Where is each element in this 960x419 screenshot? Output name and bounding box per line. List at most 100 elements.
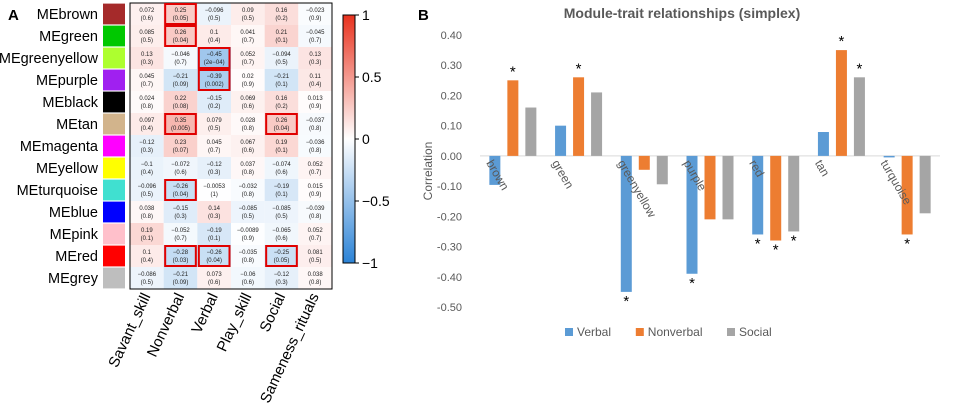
significance-star: * <box>904 235 910 252</box>
module-swatch <box>103 113 125 135</box>
bar-verbal-purple <box>686 155 698 274</box>
cell-pvalue: (0.04) <box>206 258 222 264</box>
cell-correlation: 0.35 <box>175 118 187 124</box>
cell-correlation: −0.25 <box>274 250 290 256</box>
cell-correlation: 0.052 <box>240 52 256 58</box>
significance-box <box>197 69 231 91</box>
significance-star: * <box>576 60 582 77</box>
module-label: MEtan <box>56 117 98 133</box>
significance-box <box>164 3 197 25</box>
panel-b-bar-chart: B Module-trait relationships (simplex) C… <box>418 5 940 339</box>
category-label: red <box>746 157 767 179</box>
cell-correlation: 0.097 <box>139 118 155 124</box>
cell-pvalue: (0.7) <box>174 60 186 66</box>
panel-a-label: A <box>8 7 19 24</box>
cell-pvalue: (0.5) <box>141 192 153 198</box>
heatmap-cell <box>298 113 332 135</box>
cell-correlation: −0.45 <box>207 52 223 58</box>
cell-pvalue: (0.07) <box>173 148 189 154</box>
cell-pvalue: (0.5) <box>141 38 153 44</box>
heatmap-cell <box>231 201 265 223</box>
heatmap-cell <box>231 223 265 245</box>
heatmap-cell <box>197 135 231 157</box>
cell-pvalue: (0.1) <box>208 236 220 242</box>
heatmap-cell <box>163 47 198 69</box>
colorbar-tick-label: 0.5 <box>362 69 382 85</box>
cell-correlation: −0.28 <box>173 250 189 256</box>
heatmap-cell <box>197 3 231 25</box>
cell-correlation: 0.015 <box>308 184 324 190</box>
module-label: MEyellow <box>36 161 99 177</box>
heatmap-cell <box>197 179 231 201</box>
trait-label: Savant_skill <box>105 291 154 371</box>
cell-pvalue: (0.5) <box>242 214 254 220</box>
cell-pvalue: (0.4) <box>208 38 220 44</box>
bar-nonverbal-purple <box>704 155 716 220</box>
cell-correlation: 0.22 <box>175 96 187 102</box>
significance-box <box>164 179 197 201</box>
heatmap-cell <box>163 223 198 245</box>
y-tick-label: 0.20 <box>441 90 462 102</box>
cell-pvalue: (0.8) <box>309 126 321 132</box>
bar-social-purple <box>722 155 734 220</box>
cell-correlation: −0.074 <box>272 162 291 168</box>
cell-pvalue: (0.2) <box>275 104 287 110</box>
module-label: MEblue <box>49 205 98 221</box>
cell-pvalue: (0.3) <box>174 214 186 220</box>
heatmap-cell <box>163 179 198 201</box>
heatmap-cell <box>163 245 198 267</box>
module-swatch <box>103 267 125 289</box>
heatmap-cell <box>130 91 164 113</box>
trait-label: Verbal <box>188 291 221 337</box>
legend-label: Nonverbal <box>648 325 703 339</box>
heatmap-cell <box>298 3 332 25</box>
category-label: green <box>549 157 576 191</box>
cell-pvalue: (0.5) <box>309 258 321 264</box>
cell-pvalue: (0.5) <box>275 60 287 66</box>
significance-box <box>265 245 298 267</box>
legend: Verbal Nonverbal Social <box>565 325 772 339</box>
cell-correlation: −0.12 <box>139 140 155 146</box>
cell-correlation: 0.14 <box>208 206 220 212</box>
cell-correlation: −0.0053 <box>203 184 226 190</box>
category-labels: brown green greenyellow purple red tan turquoi… <box>483 157 914 220</box>
bar-nonverbal-tan <box>835 50 847 156</box>
cell-pvalue: (0.3) <box>309 60 321 66</box>
heatmap-cell <box>298 135 332 157</box>
bar-social-green <box>591 92 603 156</box>
category-label: tan <box>812 157 832 178</box>
cell-pvalue: (0.7) <box>208 148 220 154</box>
cell-correlation: 0.13 <box>141 52 153 58</box>
bar-social-greenyellow <box>656 155 668 185</box>
colorbar-tick-label: −0.5 <box>362 193 390 209</box>
colorbar-tick-label: 0 <box>362 131 370 147</box>
significance-star: * <box>791 232 797 249</box>
bar-social-turquoise <box>919 155 931 214</box>
cell-correlation: −0.035 <box>239 250 258 256</box>
cell-correlation: 0.26 <box>276 118 288 124</box>
y-tick-label: -0.40 <box>437 272 462 284</box>
cell-correlation: −0.023 <box>306 8 325 14</box>
cell-pvalue: (0.9) <box>242 82 254 88</box>
colorbar-tick-label: −1 <box>362 255 378 271</box>
module-swatch <box>103 135 125 157</box>
cell-correlation: 0.079 <box>207 118 223 124</box>
cell-correlation: 0.052 <box>308 162 324 168</box>
significance-star: * <box>755 235 761 252</box>
heatmap-cell <box>231 69 265 91</box>
heatmap-cell <box>130 47 164 69</box>
cell-correlation: −0.21 <box>173 272 189 278</box>
cell-pvalue: (0.6) <box>242 104 254 110</box>
bar-nonverbal-greenyellow <box>638 155 650 170</box>
heatmap-cell <box>298 157 332 179</box>
cell-pvalue: (0.5) <box>141 280 153 286</box>
module-labels: MEbrown MEgreen MEgreenyellow MEpurple MEbla… <box>0 7 99 287</box>
module-swatch <box>103 157 125 179</box>
bar-nonverbal-brown <box>507 80 519 156</box>
cell-pvalue: (0.4) <box>141 170 153 176</box>
cell-correlation: −0.0089 <box>237 228 260 234</box>
module-label: MEgreen <box>39 29 98 45</box>
significance-box <box>164 113 197 135</box>
